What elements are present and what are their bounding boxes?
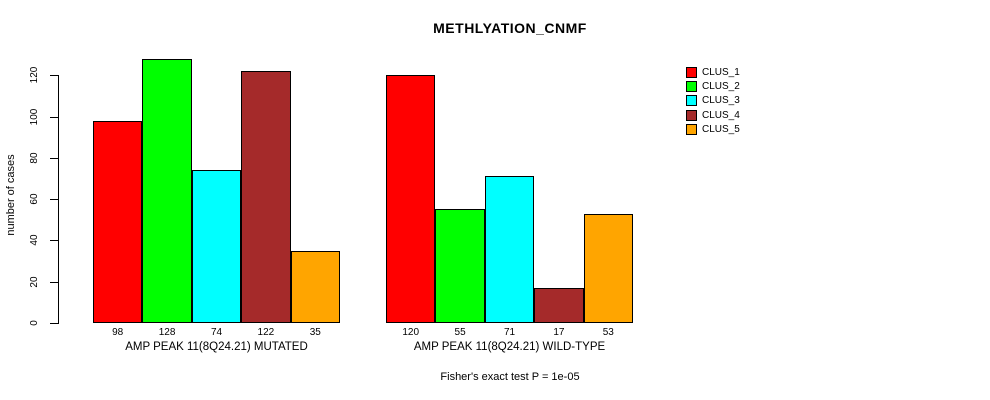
bar-clus_4: [534, 287, 584, 323]
bar-value-label: 120: [402, 327, 420, 338]
legend-label: CLUS_4: [702, 109, 740, 121]
legend-label: CLUS_5: [702, 123, 740, 135]
y-axis-tick: [50, 281, 58, 283]
fisher-test-annotation: Fisher's exact test P = 1e-05: [440, 371, 580, 383]
legend-swatch-icon: [686, 109, 697, 121]
bar-clus_1: [93, 120, 143, 323]
legend-swatch-icon: [686, 67, 697, 78]
y-axis-tick: [50, 323, 58, 324]
y-axis-tick-label: 80: [29, 152, 40, 164]
bar-clus_2: [142, 58, 192, 323]
y-axis-tick: [50, 75, 58, 77]
bar-clus_3: [484, 176, 535, 323]
bar-value-label: 74: [210, 327, 223, 338]
legend-label: CLUS_1: [702, 67, 740, 78]
chart-title: METHLYATION_CNMF: [433, 20, 587, 36]
bar-value-label: 128: [158, 327, 176, 338]
y-axis-tick-label: 120: [29, 66, 40, 84]
y-axis-tick-label: 40: [29, 234, 40, 246]
y-axis-tick: [50, 199, 58, 201]
y-axis-tick: [50, 116, 58, 118]
bar-clus_5: [583, 213, 633, 323]
legend-swatch-icon: [686, 123, 697, 135]
bar-clus_2: [435, 209, 485, 323]
y-axis-tick: [50, 157, 58, 159]
group-label: AMP PEAK 11(8Q24.21) MUTATED: [125, 341, 308, 353]
y-axis-tick: [50, 240, 58, 242]
legend-swatch-icon: [686, 81, 697, 93]
legend-swatch-icon: [686, 95, 697, 107]
bar-value-label: 35: [309, 327, 321, 338]
y-axis-tick-label: 100: [29, 108, 40, 125]
y-axis-tick-label: 60: [29, 193, 40, 205]
y-axis-label: number of cases: [5, 154, 17, 236]
legend-label: CLUS_3: [702, 95, 740, 107]
bar-value-label: 55: [454, 327, 466, 338]
y-axis-tick-label: 20: [29, 276, 40, 288]
group-label: AMP PEAK 11(8Q24.21) WILD-TYPE: [413, 341, 606, 353]
y-axis-line: [58, 75, 59, 324]
bar-value-label: 17: [553, 327, 565, 338]
bar-clus_3: [191, 170, 242, 323]
legend-label: CLUS_2: [702, 81, 740, 93]
bar-value-label: 71: [503, 327, 516, 338]
bar-clus_5: [290, 250, 340, 323]
bar-value-label: 122: [257, 327, 275, 338]
y-axis-tick-label: 0: [29, 320, 40, 326]
bar-value-label: 98: [112, 327, 124, 338]
bar-value-label: 53: [602, 327, 614, 338]
bar-clus_1: [386, 75, 436, 323]
bar-clus_4: [241, 71, 291, 323]
